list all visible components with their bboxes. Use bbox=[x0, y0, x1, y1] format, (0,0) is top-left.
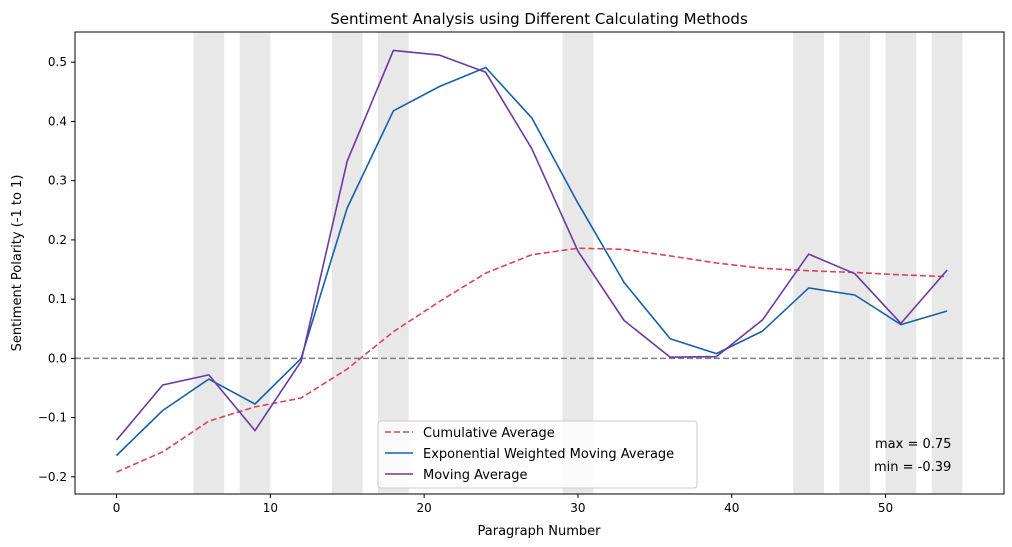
x-tick-label: 20 bbox=[417, 501, 432, 515]
shaded-regions bbox=[193, 32, 963, 494]
chart-title: Sentiment Analysis using Different Calcu… bbox=[330, 10, 748, 28]
legend-box bbox=[377, 420, 698, 489]
y-tick-label: 0.0 bbox=[48, 351, 67, 365]
x-axis-label: Paragraph Number bbox=[478, 524, 602, 539]
y-tick-label: −0.2 bbox=[38, 470, 67, 484]
series-lines bbox=[115, 49, 948, 473]
series-line-cumulative-average bbox=[116, 247, 948, 473]
series-line-moving-average bbox=[115, 49, 948, 441]
shaded-region-3 bbox=[378, 32, 409, 494]
y-tick-label: 0.4 bbox=[48, 114, 67, 128]
y-tick-label: 0.1 bbox=[48, 292, 67, 306]
shaded-region-6 bbox=[839, 32, 871, 494]
annotation-max: max = 0.75 bbox=[875, 437, 951, 452]
legend-label-cumulative-average: Cumulative Average bbox=[423, 426, 555, 441]
y-axis-label: Sentiment Polarity (-1 to 1) bbox=[10, 175, 25, 352]
annotation-min: min = -0.39 bbox=[874, 460, 951, 475]
y-tick-label: −0.1 bbox=[38, 411, 67, 425]
x-tick-label: 50 bbox=[878, 501, 893, 515]
x-tick-label: 0 bbox=[113, 501, 121, 515]
x-tick-label: 40 bbox=[724, 501, 739, 515]
x-axis-ticks: 0 10 20 30 40 50 bbox=[113, 494, 893, 515]
plot-frame bbox=[74, 31, 1005, 495]
x-tick-label: 10 bbox=[263, 501, 278, 515]
legend: Cumulative Average Exponential Weighted … bbox=[377, 420, 698, 489]
shaded-region-4 bbox=[562, 32, 594, 494]
shaded-region-1 bbox=[239, 32, 271, 494]
x-tick-label: 30 bbox=[570, 501, 585, 515]
legend-label-moving-average: Moving Average bbox=[423, 468, 527, 483]
y-tick-label: 0.3 bbox=[48, 174, 67, 188]
y-tick-label: 0.2 bbox=[48, 233, 67, 247]
shaded-region-7 bbox=[885, 32, 917, 494]
series-line-exponential-weighted-moving-average bbox=[115, 66, 948, 457]
shaded-region-8 bbox=[931, 32, 963, 494]
legend-label-ewma: Exponential Weighted Moving Average bbox=[423, 447, 674, 462]
y-axis-ticks: −0.2 −0.1 0.0 0.1 0.2 0.3 0.4 0.5 bbox=[38, 55, 75, 484]
shaded-region-5 bbox=[793, 32, 825, 494]
shaded-region-2 bbox=[331, 32, 363, 494]
shaded-region-0 bbox=[193, 32, 225, 494]
y-tick-label: 0.5 bbox=[48, 55, 67, 69]
